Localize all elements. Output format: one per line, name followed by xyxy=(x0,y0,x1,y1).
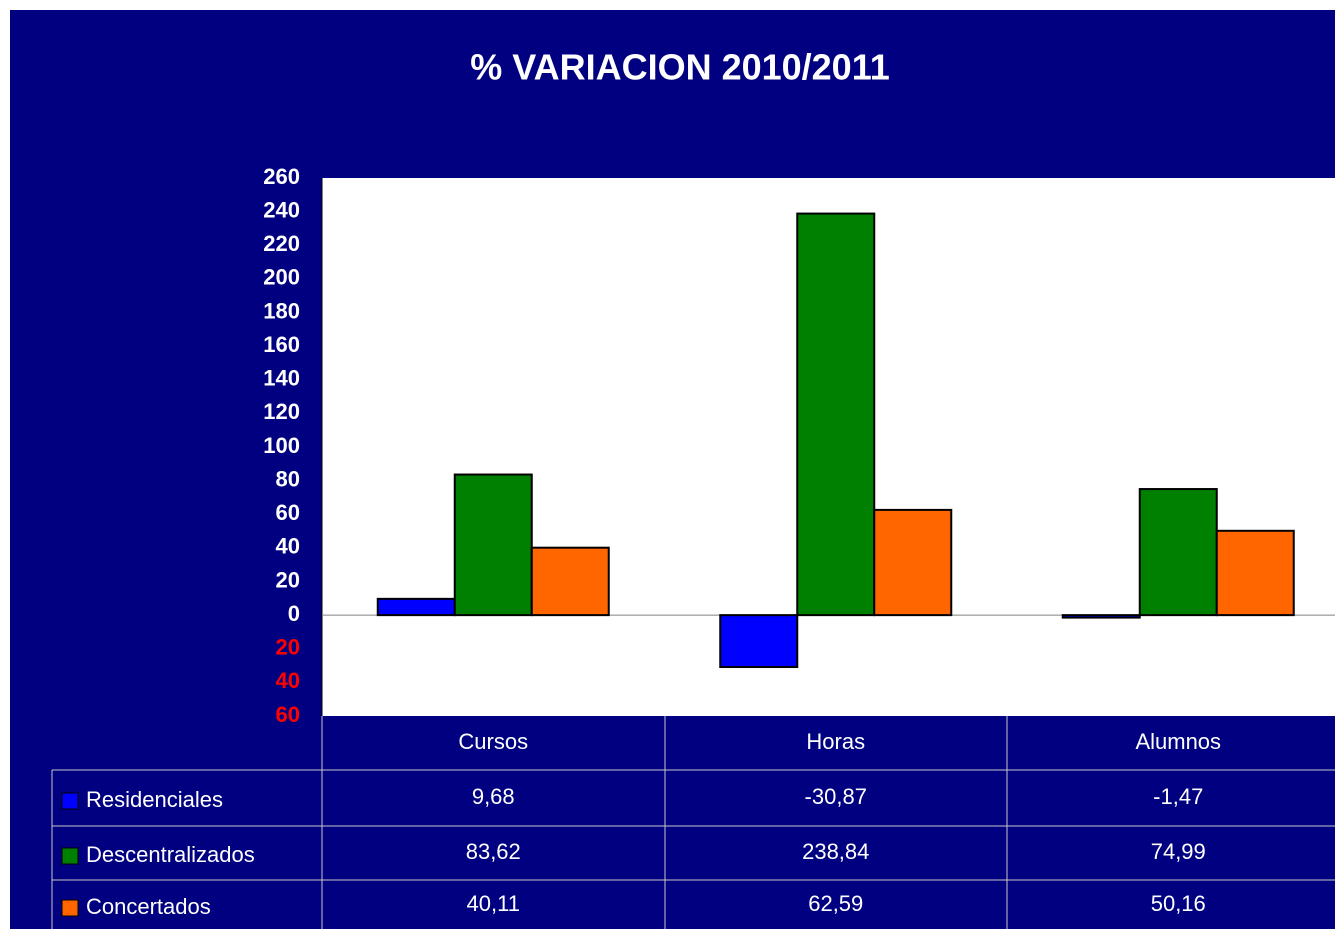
bar xyxy=(1215,529,1295,617)
y-tick-label: 100 xyxy=(263,433,300,458)
y-tick-label: 80 xyxy=(276,466,300,491)
category-label: Cursos xyxy=(458,729,528,754)
category-label: Horas xyxy=(806,729,865,754)
y-tick-label: 60 xyxy=(276,702,300,727)
legend-label: Residenciales xyxy=(86,787,223,812)
y-tick-label: 200 xyxy=(263,265,300,290)
table-value: 62,59 xyxy=(808,891,863,916)
y-tick-label: 140 xyxy=(263,366,300,391)
table-value: 40,11 xyxy=(467,891,520,916)
legend-label: Descentralizados xyxy=(86,842,255,867)
table-value: 83,62 xyxy=(466,839,521,864)
y-tick-label: 260 xyxy=(263,164,300,189)
bar xyxy=(1138,488,1218,617)
bar xyxy=(530,546,610,617)
y-tick-label: 40 xyxy=(276,534,300,559)
y-tick-label: 20 xyxy=(276,635,300,660)
table-value: 9,68 xyxy=(472,784,515,809)
table-value: 50,16 xyxy=(1151,891,1206,916)
legend-swatch xyxy=(61,847,79,865)
y-tick-label: 180 xyxy=(263,298,300,323)
bar xyxy=(376,597,456,617)
y-tick-label: 40 xyxy=(276,668,300,693)
table-value: 74,99 xyxy=(1151,839,1206,864)
bar xyxy=(719,614,799,669)
y-tick-label: 160 xyxy=(263,332,300,357)
y-tick-label: 20 xyxy=(276,567,300,592)
bar xyxy=(873,508,953,617)
chart-title: % VARIACION 2010/2011 xyxy=(470,47,890,88)
bar xyxy=(1061,614,1141,619)
table-value: -1,47 xyxy=(1153,784,1203,809)
legend-swatch xyxy=(61,899,79,917)
bar xyxy=(796,212,876,617)
y-tick-label: 0 xyxy=(288,601,300,626)
legend-swatch xyxy=(61,792,79,810)
y-tick-label: 240 xyxy=(263,197,300,222)
y-tick-label: 220 xyxy=(263,231,300,256)
data-table xyxy=(51,716,1335,929)
y-tick-label: 60 xyxy=(276,500,300,525)
legend-label: Concertados xyxy=(86,894,211,919)
category-label: Alumnos xyxy=(1135,729,1221,754)
y-tick-label: 120 xyxy=(263,399,300,424)
bar xyxy=(453,473,533,617)
table-value: 238,84 xyxy=(802,839,869,864)
table-value: -30,87 xyxy=(805,784,867,809)
